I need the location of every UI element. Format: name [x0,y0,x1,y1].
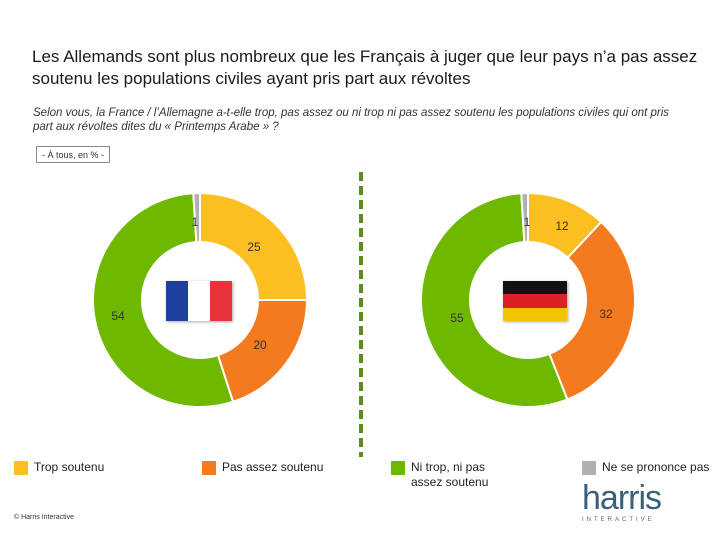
flag-fr-blue [166,281,188,321]
legend-label-trop: Trop soutenu [34,460,105,474]
germany-flag [503,281,567,321]
logo-name: harris [582,479,662,517]
data-label-trop: 12 [555,219,569,233]
data-label-nspp: 1 [524,215,531,229]
france-flag [166,281,232,321]
donut-slice-nspp [520,191,529,244]
data-label-ni-trop: 54 [111,309,125,323]
copyright-note: © Harris Interactive [14,514,75,521]
donut-slice-pas-assez [548,220,636,401]
logo-tagline: INTERACTIVE [582,517,655,523]
donut-germany: 12 32 55 1 [420,191,636,408]
section-divider [359,172,363,457]
legend-item-ni-trop: Ni trop, ni pas assez soutenu [391,460,501,490]
flag-fr-red [210,281,232,321]
legend-swatch-trop [14,461,28,475]
legend-item-trop: Trop soutenu [14,460,164,475]
legend-swatch-nspp [582,461,596,475]
donut-slice-ni-trop [92,192,235,408]
donut-slice-trop [199,191,309,301]
legend-item-nspp: Ne se prononce pas [582,460,717,475]
flag-de-black [503,281,567,295]
flag-de-red [503,294,567,308]
legend-swatch-ni-trop [391,461,405,475]
chart-title: Les Allemands sont plus nombreux que les… [32,47,698,88]
data-label-pas-assez: 32 [599,307,613,321]
legend-item-pas-assez: Pas assez soutenu [202,460,362,475]
legend-label-nspp: Ne se prononce pas [602,460,710,474]
flag-fr-white [188,281,210,321]
legend-label-pas-assez: Pas assez soutenu [222,460,324,474]
base-label: - À tous, en % - [36,146,110,163]
donut-slice-nspp [192,191,201,244]
data-label-trop: 25 [247,240,261,254]
donut-france: 25 20 54 1 [92,191,309,408]
question-subtitle: Selon vous, la France / l’Allemagne a-t-… [33,107,670,133]
harris-logo: harris INTERACTIVE [582,481,692,529]
legend-label-ni-trop: Ni trop, ni pas assez soutenu [411,460,489,489]
donut-slice-ni-trop [420,192,569,408]
data-label-nspp: 1 [192,215,199,229]
legend-swatch-pas-assez [202,461,216,475]
data-label-ni-trop: 55 [450,311,464,325]
data-label-pas-assez: 20 [253,338,267,352]
flag-de-gold [503,307,567,321]
